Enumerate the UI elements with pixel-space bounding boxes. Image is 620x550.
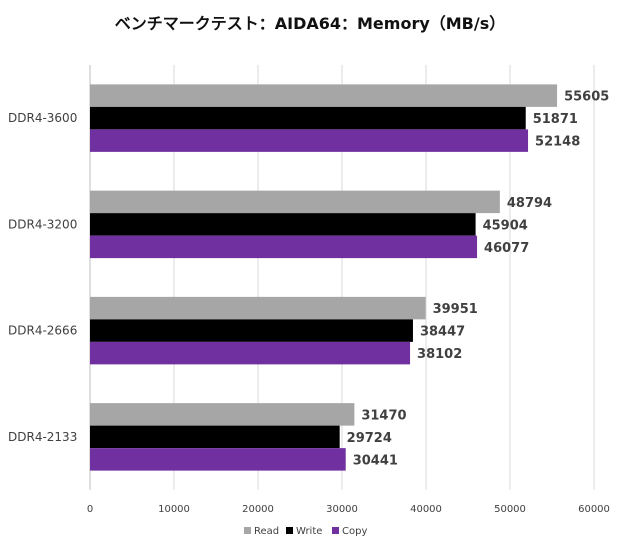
bar-write <box>90 425 340 449</box>
bar-group <box>90 84 558 471</box>
data-label: 30441 <box>353 453 398 468</box>
data-label: 48794 <box>507 196 552 211</box>
data-label: 55605 <box>564 90 609 105</box>
legend-swatch-read <box>244 527 251 534</box>
x-tick-label: 30000 <box>326 504 358 515</box>
bar-copy <box>90 448 346 471</box>
x-tick-label: 20000 <box>242 504 274 515</box>
legend-swatch-write <box>286 527 293 534</box>
bar-copy <box>90 341 411 365</box>
x-tick-label: 50000 <box>494 504 526 515</box>
data-label: 39951 <box>433 302 478 317</box>
bar-read <box>90 296 426 320</box>
bar-write <box>90 319 413 342</box>
bar-write <box>90 213 476 236</box>
legend-label: Copy <box>342 526 367 537</box>
bar-read <box>90 403 355 426</box>
x-tick-label: 10000 <box>158 504 190 515</box>
x-tick-label: 60000 <box>578 504 610 515</box>
legend-swatch-copy <box>332 527 339 534</box>
bar-write <box>90 106 526 130</box>
data-label: 51871 <box>533 112 578 127</box>
legend-label: Write <box>296 526 322 537</box>
data-label: 46077 <box>484 241 529 256</box>
bar-read <box>90 84 558 107</box>
data-label: 38102 <box>417 347 462 362</box>
data-label: 38447 <box>420 325 465 340</box>
x-tick-label: 40000 <box>410 504 442 515</box>
data-label: 45904 <box>483 218 528 233</box>
chart-title: ベンチマークテスト：AIDA64：Memory（MB/s） <box>114 14 506 33</box>
legend-label: Read <box>254 526 279 537</box>
category-label: DDR4-2666 <box>8 324 77 338</box>
bar-read <box>90 190 500 214</box>
bar-copy <box>90 235 478 259</box>
x-tick-label: 0 <box>87 504 93 515</box>
data-label: 52148 <box>535 135 580 150</box>
data-label: 29724 <box>347 431 392 446</box>
data-label: 31470 <box>361 408 406 423</box>
label-group: 0 10000 20000 30000 40000 50000 60000 DDR4-3600… <box>8 90 610 515</box>
category-label: DDR4-3200 <box>8 217 77 231</box>
legend: Read Write Copy <box>244 526 367 537</box>
bar-copy <box>90 129 529 152</box>
category-label: DDR4-2133 <box>8 430 77 444</box>
category-label: DDR4-3600 <box>8 111 77 125</box>
